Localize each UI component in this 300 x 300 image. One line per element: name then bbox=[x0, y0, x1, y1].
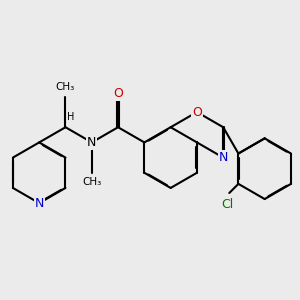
Text: O: O bbox=[192, 106, 202, 118]
Text: O: O bbox=[113, 87, 123, 100]
Text: H: H bbox=[67, 112, 74, 122]
Text: N: N bbox=[34, 196, 44, 210]
Text: N: N bbox=[218, 151, 228, 164]
Text: CH₃: CH₃ bbox=[56, 82, 75, 92]
Text: CH₃: CH₃ bbox=[82, 177, 101, 187]
Text: Cl: Cl bbox=[222, 197, 234, 211]
Text: N: N bbox=[87, 136, 97, 149]
